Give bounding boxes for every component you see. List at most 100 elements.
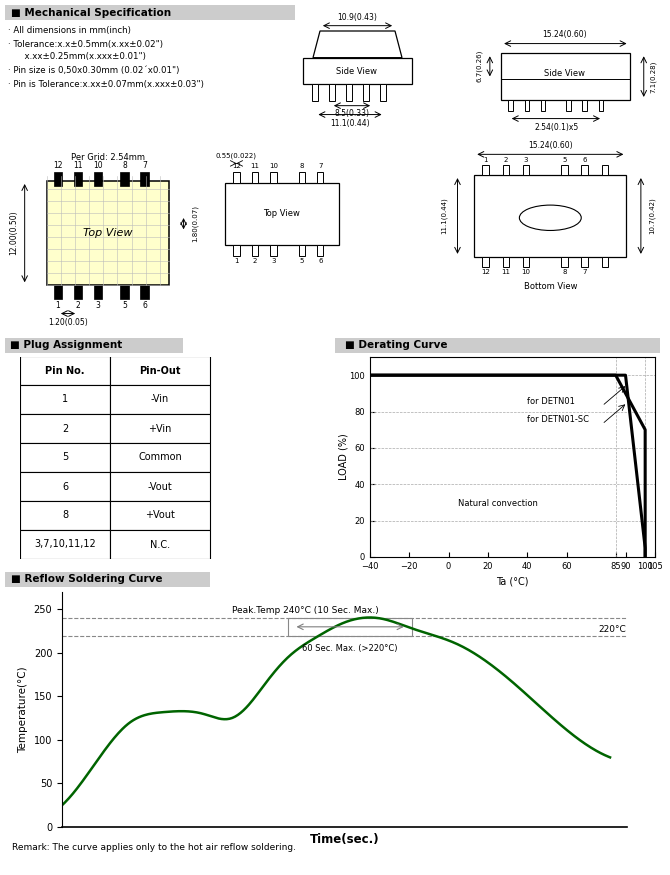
Text: · Tolerance:x.x±0.5mm(x.xx±0.02"): · Tolerance:x.x±0.5mm(x.xx±0.02"): [8, 40, 163, 49]
Text: 15.24(0.60): 15.24(0.60): [528, 141, 573, 150]
Text: Side View: Side View: [545, 68, 586, 78]
Text: 11: 11: [501, 269, 511, 275]
Text: 8: 8: [123, 161, 127, 170]
Text: 11: 11: [73, 161, 83, 170]
Text: for DETN01-SC: for DETN01-SC: [527, 416, 589, 424]
Text: 5: 5: [299, 258, 304, 264]
Bar: [380, 84, 386, 102]
Bar: [252, 245, 258, 256]
Text: 12: 12: [481, 269, 490, 275]
Bar: [20, 472, 110, 501]
Text: 6: 6: [318, 258, 322, 264]
Text: · Pin size is 0,50x0.30mm (0.02´x0.01"): · Pin size is 0,50x0.30mm (0.02´x0.01"): [8, 66, 179, 75]
Bar: [482, 165, 489, 175]
Text: 2: 2: [253, 258, 257, 264]
Bar: [602, 165, 608, 175]
Text: 3: 3: [96, 301, 100, 311]
Bar: [270, 172, 277, 183]
Text: 6.7(0.26): 6.7(0.26): [476, 50, 482, 82]
Text: Peak.Temp 240°C (10 Sec. Max.): Peak.Temp 240°C (10 Sec. Max.): [232, 606, 379, 614]
Bar: [329, 84, 335, 102]
Text: 7.1(0.28): 7.1(0.28): [650, 60, 657, 93]
Text: 7: 7: [582, 269, 587, 275]
Bar: [110, 472, 210, 501]
Text: 6: 6: [582, 158, 587, 164]
Bar: [523, 256, 529, 267]
Text: 8: 8: [299, 164, 304, 170]
Text: 60 Sec. Max. (>220°C): 60 Sec. Max. (>220°C): [302, 644, 398, 654]
Text: 5: 5: [122, 301, 127, 311]
Text: 1: 1: [483, 158, 488, 164]
Bar: [20, 356, 110, 385]
Bar: [509, 100, 513, 111]
Text: Per Grid: 2.54mm: Per Grid: 2.54mm: [71, 153, 145, 162]
Bar: [20, 385, 110, 414]
Bar: [20, 530, 110, 559]
Bar: [54, 172, 62, 186]
Bar: [20, 443, 110, 472]
Bar: [121, 172, 129, 186]
Text: 5: 5: [62, 452, 68, 463]
Text: ■ Derating Curve: ■ Derating Curve: [345, 340, 448, 351]
Text: 6: 6: [62, 481, 68, 492]
Text: for DETN01: for DETN01: [527, 397, 575, 406]
Y-axis label: LOAD (%): LOAD (%): [338, 434, 348, 480]
Text: 3: 3: [524, 158, 529, 164]
Text: ■ Plug Assignment: ■ Plug Assignment: [10, 340, 123, 351]
Text: 10.9(0.43): 10.9(0.43): [337, 13, 377, 22]
Text: 12: 12: [53, 161, 63, 170]
Text: 2: 2: [76, 301, 80, 311]
Text: -Vin: -Vin: [151, 395, 169, 404]
Bar: [20, 501, 110, 530]
Text: 11.1(0.44): 11.1(0.44): [330, 119, 370, 128]
Bar: [47, 181, 169, 285]
Bar: [363, 84, 369, 102]
Bar: [602, 256, 608, 267]
Bar: [561, 256, 567, 267]
Text: 10: 10: [522, 269, 531, 275]
Text: 5: 5: [562, 158, 567, 164]
Text: 6: 6: [142, 301, 147, 311]
Bar: [110, 443, 210, 472]
Text: ■ Reflow Soldering Curve: ■ Reflow Soldering Curve: [11, 575, 163, 584]
Bar: [110, 414, 210, 443]
Text: 1: 1: [234, 258, 239, 264]
Text: N.C.: N.C.: [150, 540, 170, 550]
Y-axis label: Temperature(°C): Temperature(°C): [18, 666, 28, 752]
Text: x.xx±0.25mm(x.xxx±0.01"): x.xx±0.25mm(x.xxx±0.01"): [8, 52, 145, 61]
Bar: [317, 172, 324, 183]
Text: 15.24(0.60): 15.24(0.60): [543, 30, 587, 39]
Text: +Vin: +Vin: [148, 424, 172, 433]
Bar: [299, 245, 305, 256]
Text: 11.1(0.44): 11.1(0.44): [441, 198, 448, 234]
Bar: [74, 172, 82, 186]
Bar: [141, 172, 149, 186]
Bar: [523, 165, 529, 175]
Bar: [346, 84, 352, 102]
Text: Remark: The curve applies only to the hot air reflow soldering.: Remark: The curve applies only to the ho…: [11, 843, 295, 851]
Text: 12.00(0.50): 12.00(0.50): [9, 211, 18, 256]
Text: 1: 1: [56, 301, 60, 311]
Bar: [317, 245, 324, 256]
Text: Top View: Top View: [83, 228, 133, 238]
Bar: [110, 356, 210, 385]
Text: -Vout: -Vout: [147, 481, 172, 492]
Text: 0.55(0.022): 0.55(0.022): [216, 152, 257, 158]
X-axis label: Time(sec.): Time(sec.): [310, 832, 379, 845]
Text: 1.80(0.07): 1.80(0.07): [192, 205, 198, 242]
Bar: [299, 172, 305, 183]
Bar: [121, 285, 129, 299]
Text: 2: 2: [62, 424, 68, 433]
Bar: [110, 530, 210, 559]
Text: 8.5(0.33): 8.5(0.33): [334, 109, 369, 118]
Bar: [110, 501, 210, 530]
Polygon shape: [313, 31, 402, 58]
Bar: [582, 100, 587, 111]
Bar: [561, 165, 567, 175]
Bar: [566, 100, 571, 111]
Bar: [233, 245, 240, 256]
Text: 2.54(0.1)x5: 2.54(0.1)x5: [534, 123, 578, 132]
Text: · Pin is Tolerance:x.xx±0.07mm(x.xxx±0.03"): · Pin is Tolerance:x.xx±0.07mm(x.xxx±0.0…: [8, 80, 204, 89]
Bar: [312, 84, 318, 102]
Bar: [474, 175, 626, 256]
